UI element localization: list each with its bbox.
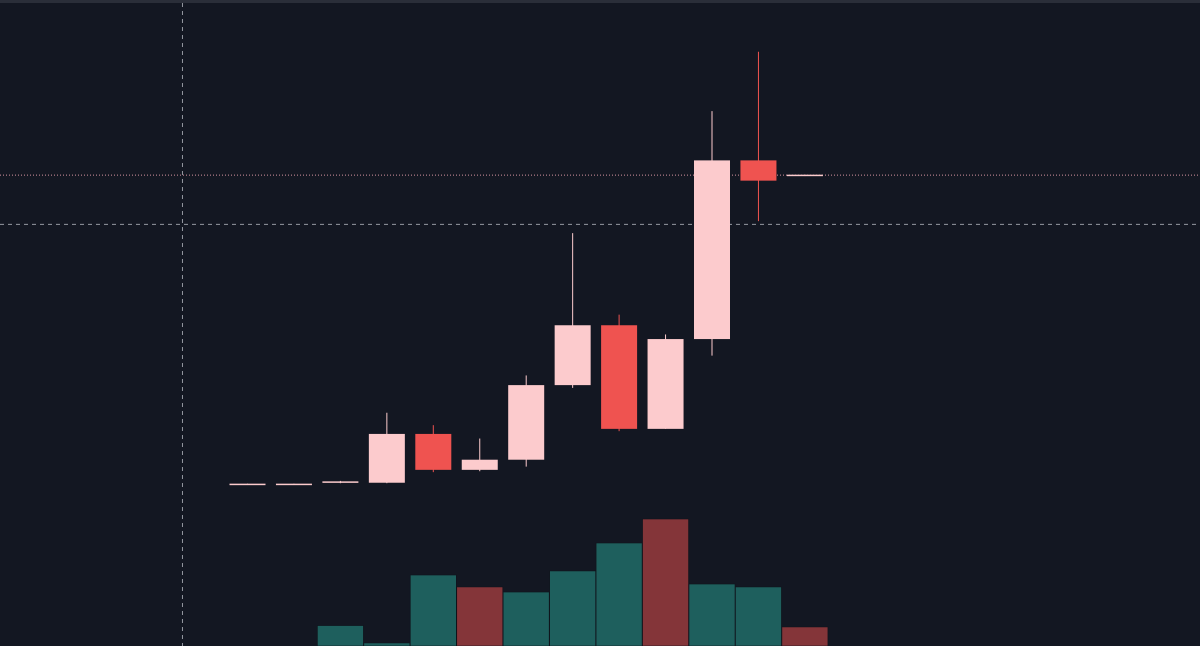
volume-bar (363, 642, 411, 646)
volume-bar (642, 518, 689, 646)
candle (415, 425, 452, 473)
candle (554, 233, 591, 388)
candle-body (740, 160, 777, 181)
candle (601, 314, 638, 432)
candle-body (554, 325, 591, 386)
volume-bar (595, 542, 643, 646)
candle-body (368, 433, 405, 483)
candle-body (275, 483, 312, 486)
candle-body (601, 325, 638, 429)
candle-body (461, 459, 498, 470)
candle-body (786, 174, 823, 177)
candle-series (229, 51, 823, 486)
candle (229, 483, 266, 486)
candle (275, 483, 312, 486)
candle (740, 51, 777, 222)
volume-bar (549, 570, 596, 646)
candle-body (647, 339, 684, 429)
candle (368, 412, 405, 484)
candle (786, 174, 823, 177)
candle-body (229, 483, 266, 486)
volume-bar (735, 586, 782, 646)
candle (461, 438, 498, 472)
candle (508, 375, 545, 467)
volume-bar (409, 574, 457, 646)
volume-bar (781, 626, 829, 646)
crosshair (0, 3, 1200, 646)
candle-body (508, 385, 545, 460)
volume-bar (317, 625, 364, 646)
volume-series (317, 518, 829, 646)
candle (647, 334, 684, 429)
candle-body (694, 160, 730, 340)
candle (322, 480, 359, 484)
candle (694, 111, 730, 356)
volume-bar (456, 586, 504, 646)
candle-body (415, 433, 452, 470)
candle-body (322, 481, 359, 483)
volume-bar (688, 583, 736, 646)
top-border (0, 0, 1200, 3)
volume-bar (502, 591, 550, 646)
